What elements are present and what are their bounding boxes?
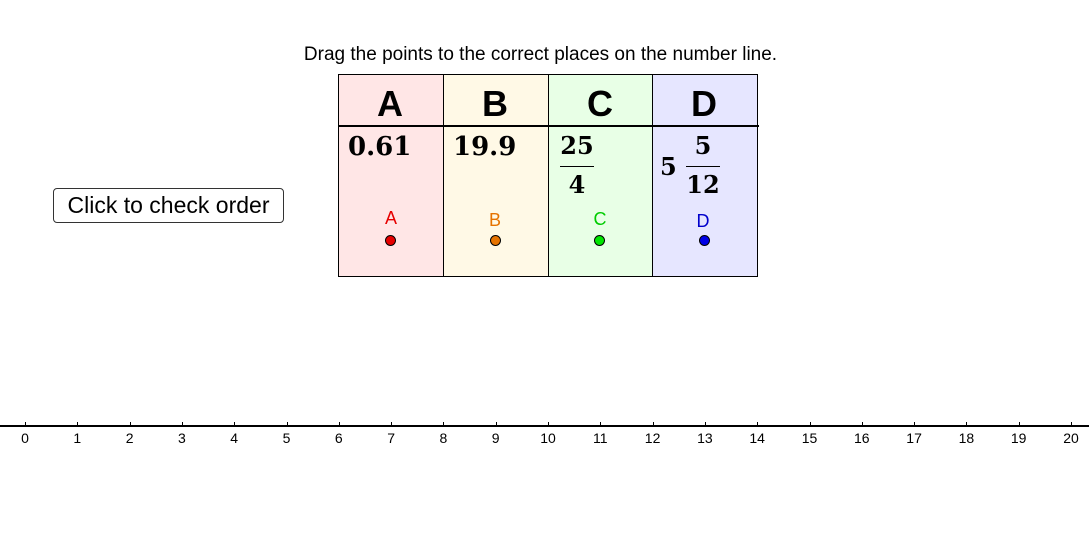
point-a-label: A xyxy=(384,208,397,228)
number-line xyxy=(0,425,1089,427)
tick-label-18: 18 xyxy=(958,430,975,446)
point-d[interactable] xyxy=(699,235,710,246)
tick-9 xyxy=(495,422,497,427)
tick-label-17: 17 xyxy=(906,430,922,446)
fraction-c-denominator: 4 xyxy=(568,170,586,199)
mixed-d-whole: 5 xyxy=(660,152,677,181)
point-d-label: D xyxy=(696,211,710,231)
header-divider xyxy=(338,125,759,127)
tick-18 xyxy=(966,422,968,427)
instruction-label: Drag the points to the correct places on… xyxy=(303,44,778,65)
fraction-d-bar xyxy=(686,166,720,167)
point-c[interactable] xyxy=(594,235,605,246)
fraction-c: 25 4 xyxy=(560,132,594,199)
tick-0 xyxy=(25,422,26,427)
tick-label-4: 4 xyxy=(230,430,239,446)
tick-label-2: 2 xyxy=(125,430,134,446)
point-a[interactable] xyxy=(385,235,396,246)
tick-label-7: 7 xyxy=(387,430,395,446)
tick-label-5: 5 xyxy=(282,430,291,446)
tick-6 xyxy=(338,422,340,427)
tick-label-12: 12 xyxy=(644,430,661,446)
tick-label-1: 1 xyxy=(73,430,82,446)
column-c-header: C xyxy=(587,83,613,124)
tick-10 xyxy=(548,422,549,427)
fraction-d-denominator: 12 xyxy=(686,170,720,199)
tick-14 xyxy=(757,422,759,427)
tick-label-6: 6 xyxy=(334,430,343,446)
point-c-label: C xyxy=(593,209,607,229)
tick-1 xyxy=(77,422,79,427)
point-b[interactable] xyxy=(490,235,501,246)
fraction-d-numerator: 5 xyxy=(694,131,712,160)
tick-label-16: 16 xyxy=(854,430,870,446)
tick-label-10: 10 xyxy=(540,430,556,446)
tick-7 xyxy=(391,422,393,427)
fraction-d: 5 12 xyxy=(686,132,720,199)
value-b: 19.9 xyxy=(453,132,517,162)
tick-19 xyxy=(1018,422,1020,427)
tick-label-9: 9 xyxy=(491,430,500,446)
tick-11 xyxy=(600,422,602,427)
value-a: 0.61 xyxy=(348,132,412,162)
fraction-c-numerator: 25 xyxy=(560,131,594,160)
tick-label-14: 14 xyxy=(749,430,765,446)
tick-17 xyxy=(914,422,916,427)
tick-15 xyxy=(809,422,811,427)
tick-20 xyxy=(1071,422,1072,427)
tick-label-19: 19 xyxy=(1010,430,1027,446)
tick-label-20: 20 xyxy=(1063,430,1079,446)
tick-12 xyxy=(652,422,654,427)
column-d-header: D xyxy=(691,83,717,124)
tick-label-3: 3 xyxy=(177,430,186,446)
tick-label-0: 0 xyxy=(21,430,29,446)
tick-label-11: 11 xyxy=(593,430,608,446)
tick-label-8: 8 xyxy=(439,430,448,446)
fraction-c-bar xyxy=(560,166,594,167)
tick-label-15: 15 xyxy=(801,430,818,446)
tick-3 xyxy=(181,422,183,427)
check-order-button[interactable]: Click to check order xyxy=(53,188,284,223)
tick-4 xyxy=(234,422,236,427)
column-a-header: A xyxy=(377,83,403,124)
tick-16 xyxy=(861,422,863,427)
tick-8 xyxy=(443,422,445,427)
tick-13 xyxy=(704,422,706,427)
instruction-text: Drag the points to the correct places on… xyxy=(0,44,1089,66)
tick-5 xyxy=(286,422,288,427)
column-b-header: B xyxy=(482,83,508,124)
tick-2 xyxy=(129,422,131,427)
fraction-grid: A B C D 0.61 19.9 25 4 5 5 12 A B C D xyxy=(338,74,759,277)
point-b-label: B xyxy=(488,210,501,230)
tick-label-13: 13 xyxy=(697,430,713,446)
